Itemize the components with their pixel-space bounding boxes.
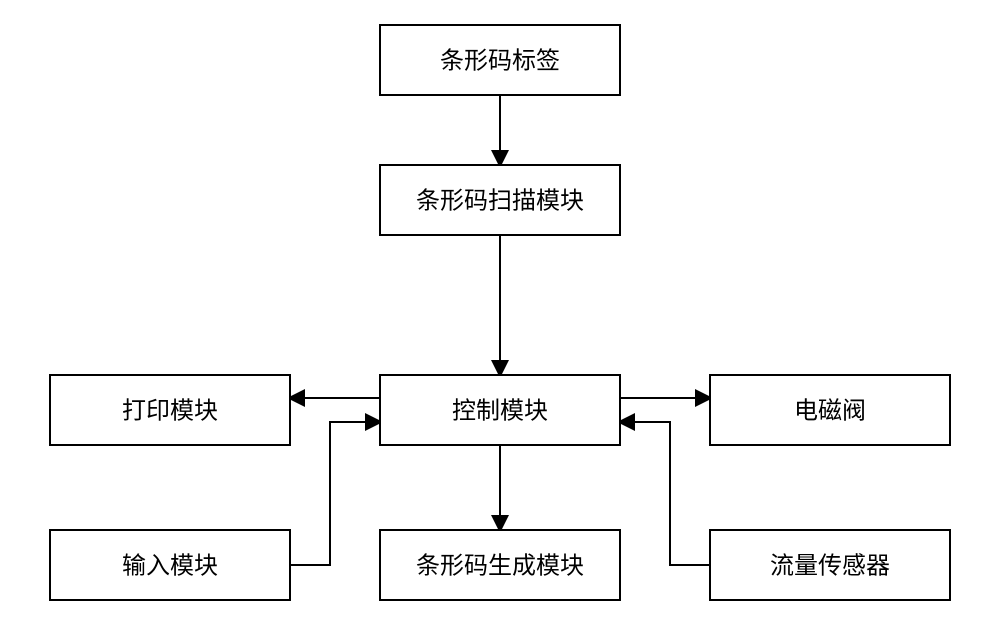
node-barcode_label: 条形码标签 [380, 25, 620, 95]
node-label: 电磁阀 [794, 397, 866, 424]
node-label: 条形码标签 [440, 47, 560, 74]
node-label: 流量传感器 [770, 552, 890, 579]
node-label: 条形码扫描模块 [416, 187, 584, 214]
node-flow_sensor: 流量传感器 [710, 530, 950, 600]
node-print: 打印模块 [50, 375, 290, 445]
node-input: 输入模块 [50, 530, 290, 600]
node-barcode_scan: 条形码扫描模块 [380, 165, 620, 235]
node-label: 输入模块 [122, 552, 218, 579]
node-label: 打印模块 [122, 397, 218, 424]
node-solenoid: 电磁阀 [710, 375, 950, 445]
edge-flow_sensor-to-control [620, 422, 710, 565]
node-control: 控制模块 [380, 375, 620, 445]
node-barcode_gen: 条形码生成模块 [380, 530, 620, 600]
flowchart-canvas: 条形码标签条形码扫描模块控制模块条形码生成模块 打印模块输入模块 电磁阀流量传感器 [0, 0, 1000, 640]
node-label: 控制模块 [452, 397, 548, 424]
node-label: 条形码生成模块 [416, 552, 584, 579]
edge-input-to-control [290, 422, 380, 565]
